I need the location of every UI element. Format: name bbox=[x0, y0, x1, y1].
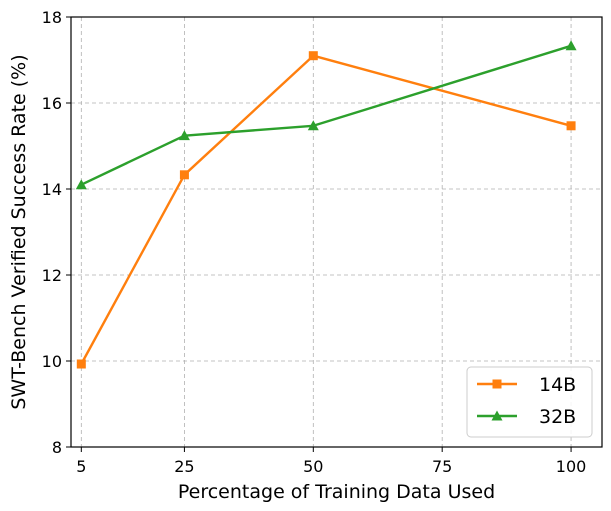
data-point-marker bbox=[308, 51, 318, 61]
legend-item: 32B bbox=[477, 406, 576, 428]
data-point-marker bbox=[178, 130, 190, 141]
data-point-marker bbox=[179, 170, 189, 180]
y-tick-label: 16 bbox=[42, 94, 62, 113]
x-tick-label: 5 bbox=[76, 457, 86, 476]
data-point-marker bbox=[75, 179, 87, 190]
x-axis-title: Percentage of Training Data Used bbox=[178, 481, 495, 503]
y-tick-label: 14 bbox=[42, 180, 62, 199]
legend-marker bbox=[492, 379, 502, 389]
x-tick-label: 25 bbox=[174, 457, 194, 476]
y-tick-label: 10 bbox=[42, 352, 62, 371]
y-axis-title: SWT-Bench Verified Success Rate (%) bbox=[8, 54, 30, 409]
axis-ticks: 5 25 50 75 100 8 10 12 14 16 18 bbox=[42, 8, 587, 476]
data-point-marker bbox=[566, 121, 576, 131]
legend-label: 32B bbox=[539, 406, 576, 428]
data-point-marker bbox=[76, 359, 86, 369]
series-lines bbox=[75, 40, 577, 369]
x-tick-label: 100 bbox=[556, 457, 587, 476]
x-tick-label: 50 bbox=[303, 457, 323, 476]
legend-label: 14B bbox=[539, 374, 576, 396]
series-line bbox=[80, 54, 572, 365]
y-tick-label: 8 bbox=[52, 438, 62, 457]
y-tick-label: 12 bbox=[42, 266, 62, 285]
legend-item: 14B bbox=[477, 374, 576, 396]
series-14B bbox=[76, 51, 576, 369]
data-point-marker bbox=[565, 40, 577, 51]
y-tick-label: 18 bbox=[42, 8, 62, 27]
legend-marker bbox=[491, 410, 503, 421]
plot-frame bbox=[70, 16, 603, 448]
x-tick-label: 75 bbox=[432, 457, 452, 476]
data-point-marker bbox=[307, 120, 319, 131]
series-32B bbox=[75, 40, 577, 190]
series-line bbox=[80, 44, 572, 186]
